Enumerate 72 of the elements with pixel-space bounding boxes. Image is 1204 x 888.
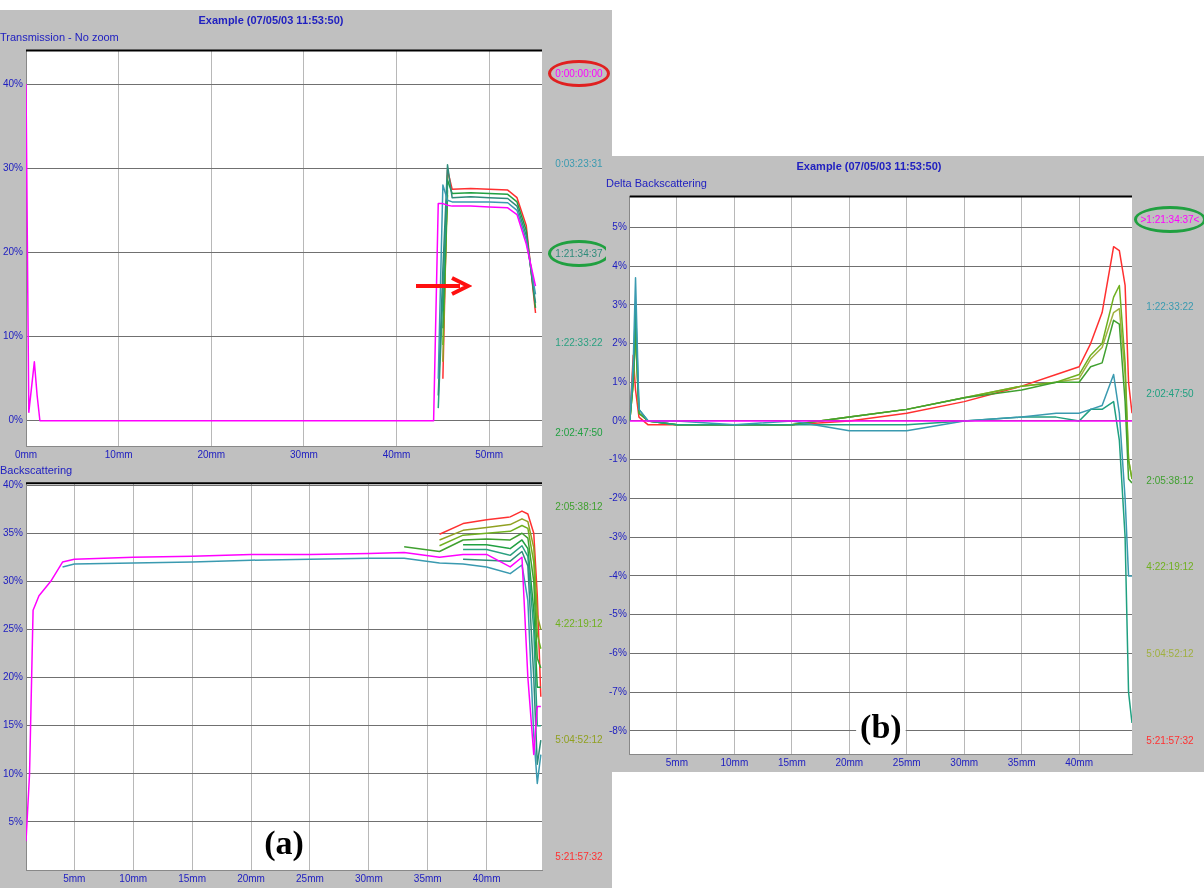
text: 0:03:23:31 bbox=[554, 157, 604, 172]
x-tick-label: 40mm bbox=[1065, 756, 1094, 768]
y-tick-label: 40% bbox=[3, 77, 24, 89]
x-tick-label: 25mm bbox=[296, 872, 324, 884]
text: 1:22:33:22 bbox=[1145, 300, 1195, 315]
y-tick-label: 1% bbox=[612, 376, 627, 388]
chart-subtitle: Transmission - No zoom bbox=[0, 30, 119, 43]
y-tick-label: -2% bbox=[608, 492, 627, 504]
x-tick-label: 20mm bbox=[835, 756, 864, 768]
chart-title: Example (07/05/03 11:53:50) bbox=[198, 13, 344, 26]
x-tick-label: 30mm bbox=[354, 872, 383, 884]
y-tick-label: -7% bbox=[608, 685, 627, 697]
x-tick-label: 20mm bbox=[237, 872, 265, 884]
y-tick-label: 0% bbox=[612, 414, 627, 426]
series-label: 2:05:38:12 bbox=[1145, 473, 1195, 488]
x-tick-label: 25mm bbox=[892, 756, 921, 768]
text: 4:22:19:12 bbox=[1145, 560, 1195, 575]
x-tick-label: 30mm bbox=[290, 448, 318, 460]
text: 2:05:38:12 bbox=[554, 500, 604, 515]
text: 5:04:52:12 bbox=[554, 733, 604, 748]
x-tick-label: 40mm bbox=[472, 872, 501, 884]
x-tick-label: 10mm bbox=[720, 756, 749, 768]
x-tick-label: 40mm bbox=[382, 448, 411, 460]
y-tick-label: -3% bbox=[608, 530, 627, 542]
x-tick-label: 10mm bbox=[104, 448, 133, 460]
y-tick-label: -5% bbox=[608, 608, 627, 620]
text: 2:02:47:50 bbox=[1145, 386, 1195, 401]
x-tick-label: 5mm bbox=[63, 872, 86, 884]
x-tick-label: 15mm bbox=[178, 872, 207, 884]
y-tick-label: -6% bbox=[608, 647, 627, 659]
x-tick-label: 0mm bbox=[14, 448, 38, 460]
annotation: (b) bbox=[860, 707, 902, 746]
chart-title: Example (07/05/03 11:53:50) bbox=[796, 159, 942, 172]
y-tick-label: 0% bbox=[8, 414, 24, 426]
x-tick-label: 35mm bbox=[1007, 756, 1036, 768]
y-tick-label: 5% bbox=[612, 221, 627, 233]
y-tick-label: 2% bbox=[612, 337, 627, 349]
y-tick-label: 10% bbox=[3, 767, 24, 779]
y-tick-label: 10% bbox=[3, 330, 24, 342]
y-tick-label: 30% bbox=[3, 161, 24, 173]
series-label: 4:22:19:12 bbox=[554, 616, 604, 631]
x-tick-label: 20mm bbox=[197, 448, 226, 460]
y-tick-label: 20% bbox=[3, 246, 24, 258]
y-tick-label: 35% bbox=[3, 526, 24, 538]
text: 1:21:34:37 bbox=[554, 246, 604, 261]
y-tick-label: 30% bbox=[3, 575, 24, 587]
x-tick-label: 5mm bbox=[665, 756, 689, 768]
x-tick-label: 35mm bbox=[413, 872, 442, 884]
y-tick-label: 25% bbox=[3, 623, 24, 635]
y-tick-label: -1% bbox=[608, 453, 627, 465]
y-tick-label: -8% bbox=[608, 724, 627, 736]
y-tick-label: 4% bbox=[612, 259, 627, 271]
y-tick-label: 3% bbox=[612, 298, 627, 310]
x-tick-label: 10mm bbox=[119, 872, 148, 884]
x-tick-label: 30mm bbox=[950, 756, 979, 768]
y-tick-label: 40% bbox=[3, 478, 24, 490]
x-tick-label: 15mm bbox=[777, 756, 806, 768]
y-tick-label: 20% bbox=[3, 671, 24, 683]
x-tick-label: 50mm bbox=[475, 448, 504, 460]
annotation: (a) bbox=[264, 823, 304, 862]
chart-subtitle: Delta Backscattering bbox=[606, 176, 707, 189]
y-tick-label: 15% bbox=[3, 719, 24, 731]
y-tick-label: 5% bbox=[8, 815, 24, 827]
y-tick-label: -4% bbox=[608, 569, 627, 581]
text: 1:22:33:22 bbox=[554, 336, 604, 351]
text: 5:21:57:32 bbox=[554, 849, 604, 864]
text: 0:00:00:00 bbox=[554, 67, 604, 82]
chart-subtitle: Backscattering bbox=[0, 463, 73, 476]
text: 2:02:47:50 bbox=[554, 425, 604, 440]
text: 5:04:52:12 bbox=[1145, 647, 1195, 662]
text: 5:21:57:32 bbox=[1145, 734, 1195, 748]
text: >1:21:34:37< bbox=[1139, 213, 1201, 228]
